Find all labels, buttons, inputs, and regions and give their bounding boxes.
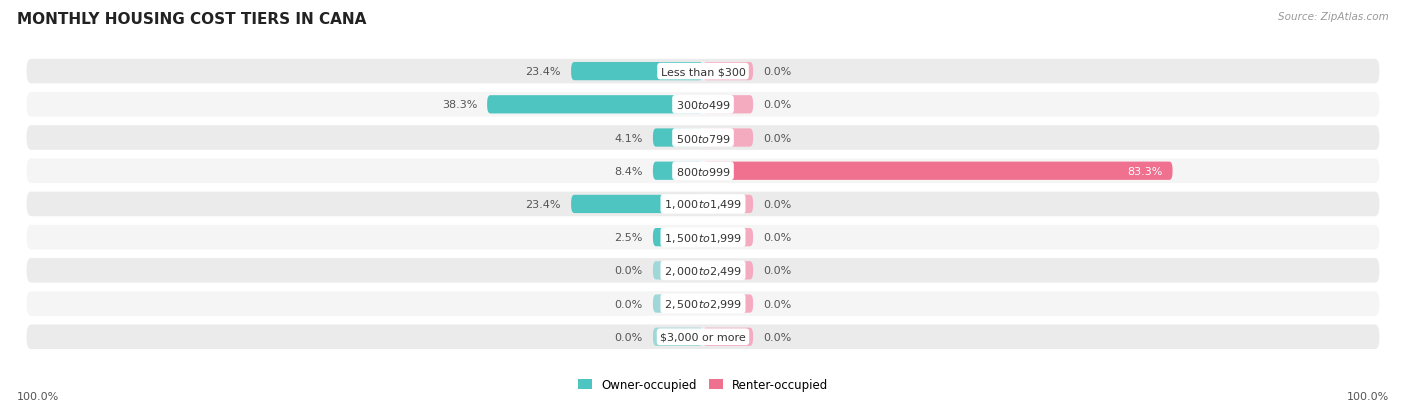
Text: 38.3%: 38.3% <box>441 100 477 110</box>
Text: $1,000 to $1,499: $1,000 to $1,499 <box>664 198 742 211</box>
FancyBboxPatch shape <box>703 63 754 81</box>
FancyBboxPatch shape <box>27 126 1379 150</box>
FancyBboxPatch shape <box>652 228 703 247</box>
FancyBboxPatch shape <box>27 93 1379 117</box>
Text: 23.4%: 23.4% <box>526 199 561 209</box>
FancyBboxPatch shape <box>703 261 754 280</box>
Text: 100.0%: 100.0% <box>1347 391 1389 401</box>
FancyBboxPatch shape <box>486 96 703 114</box>
Text: $300 to $499: $300 to $499 <box>675 99 731 111</box>
Text: 0.0%: 0.0% <box>614 332 643 342</box>
FancyBboxPatch shape <box>703 129 754 147</box>
FancyBboxPatch shape <box>571 195 703 214</box>
Text: $2,000 to $2,499: $2,000 to $2,499 <box>664 264 742 277</box>
FancyBboxPatch shape <box>652 162 703 180</box>
Text: 0.0%: 0.0% <box>763 67 792 77</box>
Text: $800 to $999: $800 to $999 <box>675 165 731 177</box>
FancyBboxPatch shape <box>652 295 703 313</box>
FancyBboxPatch shape <box>27 192 1379 217</box>
FancyBboxPatch shape <box>703 328 754 346</box>
FancyBboxPatch shape <box>27 159 1379 183</box>
Text: $500 to $799: $500 to $799 <box>675 132 731 144</box>
Text: 83.3%: 83.3% <box>1128 166 1163 176</box>
Text: Source: ZipAtlas.com: Source: ZipAtlas.com <box>1278 12 1389 22</box>
Text: 2.5%: 2.5% <box>614 233 643 242</box>
FancyBboxPatch shape <box>652 328 703 346</box>
FancyBboxPatch shape <box>27 292 1379 316</box>
Text: 100.0%: 100.0% <box>17 391 59 401</box>
Text: 0.0%: 0.0% <box>763 233 792 242</box>
Text: 0.0%: 0.0% <box>763 199 792 209</box>
Text: 0.0%: 0.0% <box>614 299 643 309</box>
FancyBboxPatch shape <box>27 259 1379 283</box>
Text: 8.4%: 8.4% <box>614 166 643 176</box>
FancyBboxPatch shape <box>27 59 1379 84</box>
Text: MONTHLY HOUSING COST TIERS IN CANA: MONTHLY HOUSING COST TIERS IN CANA <box>17 12 366 27</box>
FancyBboxPatch shape <box>703 195 754 214</box>
Text: 0.0%: 0.0% <box>763 133 792 143</box>
FancyBboxPatch shape <box>652 261 703 280</box>
Text: 0.0%: 0.0% <box>763 299 792 309</box>
FancyBboxPatch shape <box>703 295 754 313</box>
Text: 0.0%: 0.0% <box>763 266 792 275</box>
Legend: Owner-occupied, Renter-occupied: Owner-occupied, Renter-occupied <box>572 373 834 396</box>
Text: 0.0%: 0.0% <box>614 266 643 275</box>
Text: 4.1%: 4.1% <box>614 133 643 143</box>
FancyBboxPatch shape <box>703 96 754 114</box>
FancyBboxPatch shape <box>27 225 1379 250</box>
FancyBboxPatch shape <box>703 228 754 247</box>
Text: 0.0%: 0.0% <box>763 332 792 342</box>
Text: 23.4%: 23.4% <box>526 67 561 77</box>
Text: $2,500 to $2,999: $2,500 to $2,999 <box>664 297 742 310</box>
FancyBboxPatch shape <box>27 325 1379 349</box>
FancyBboxPatch shape <box>652 129 703 147</box>
FancyBboxPatch shape <box>703 162 1173 180</box>
Text: Less than $300: Less than $300 <box>661 67 745 77</box>
FancyBboxPatch shape <box>571 63 703 81</box>
Text: $1,500 to $1,999: $1,500 to $1,999 <box>664 231 742 244</box>
Text: $3,000 or more: $3,000 or more <box>661 332 745 342</box>
Text: 0.0%: 0.0% <box>763 100 792 110</box>
